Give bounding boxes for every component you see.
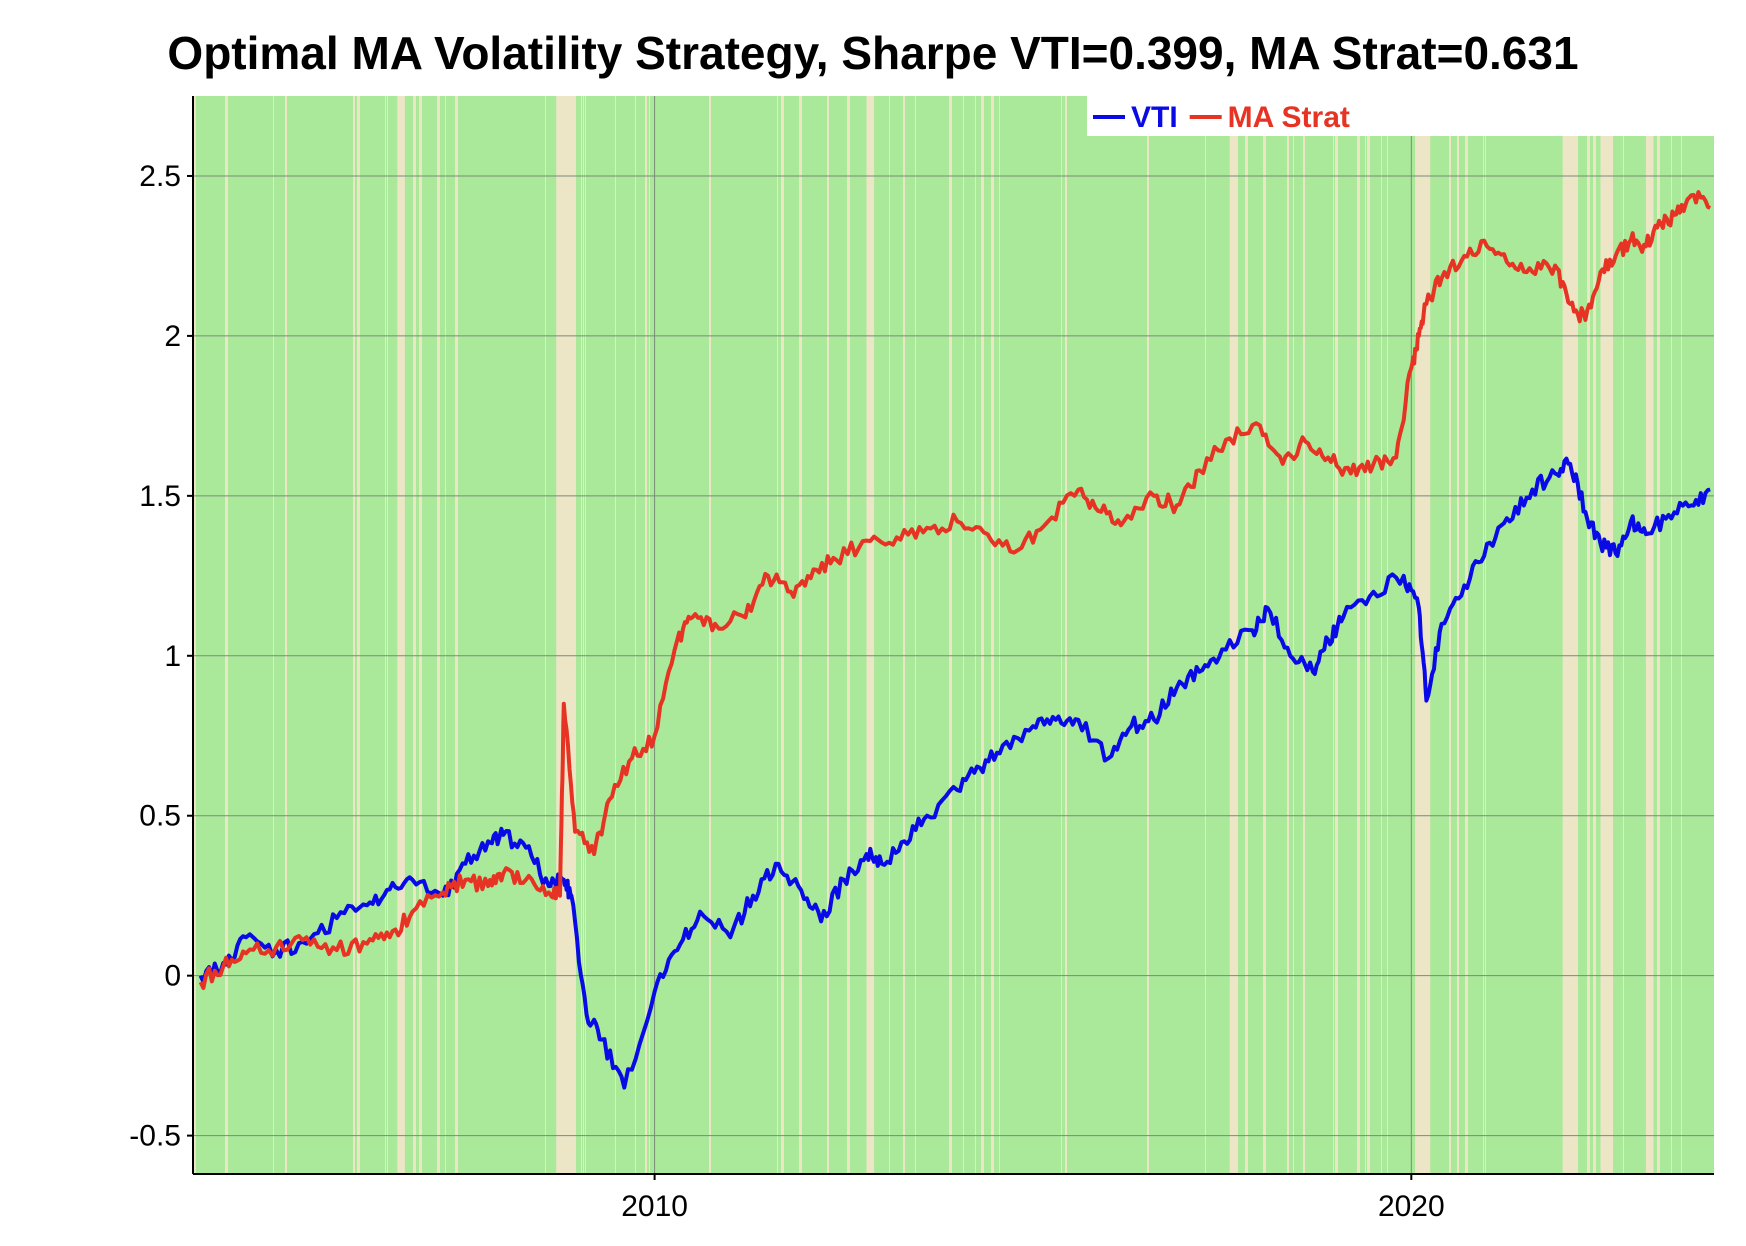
regime-stripe xyxy=(1205,96,1206,1174)
x-tick-label: 2010 xyxy=(621,1190,688,1223)
regime-stripe xyxy=(1587,96,1590,1174)
regime-stripe xyxy=(413,96,416,1174)
regime-stripe xyxy=(1657,96,1660,1174)
regime-band xyxy=(556,96,576,1174)
regime-stripe xyxy=(975,96,976,1174)
regime-stripe xyxy=(1303,96,1305,1174)
chart-title: Optimal MA Volatility Strategy, Sharpe V… xyxy=(167,27,1579,79)
regime-band xyxy=(1645,96,1654,1174)
y-tick-label: 2.5 xyxy=(139,160,181,193)
regime-stripe xyxy=(285,96,287,1174)
regime-stripe xyxy=(1387,96,1388,1174)
plot-background xyxy=(193,96,1714,1174)
vti-series-line xyxy=(198,456,1711,1090)
regime-stripe xyxy=(1061,96,1062,1174)
regime-stripe xyxy=(455,96,458,1174)
regime-stripe xyxy=(387,96,388,1174)
regime-stripe xyxy=(799,96,802,1174)
regime-stripe xyxy=(1593,96,1595,1174)
regime-stripe xyxy=(1483,96,1484,1174)
regime-band xyxy=(1600,96,1612,1174)
regime-stripe xyxy=(1065,96,1067,1174)
regime-stripe xyxy=(781,96,784,1174)
regime-stripe xyxy=(419,96,422,1174)
regime-stripe xyxy=(225,96,228,1174)
regime-stripe xyxy=(963,96,964,1174)
regime-stripe xyxy=(635,96,636,1174)
legend-label-vti: VTI xyxy=(1131,101,1178,134)
x-axis-ticks: 2010 2020 xyxy=(621,1174,1445,1223)
ma-strat-series-line xyxy=(198,190,1712,990)
regime-stripe xyxy=(1611,96,1613,1174)
regime-stripe xyxy=(1293,96,1294,1174)
regime-stripe xyxy=(1595,96,1596,1174)
y-tick-label: 1.5 xyxy=(139,480,181,513)
x-tick-label: 2020 xyxy=(1378,1190,1445,1223)
regime-stripe xyxy=(981,96,984,1174)
regime-stripe xyxy=(193,96,196,1174)
plot-area xyxy=(193,96,1714,1174)
regime-stripe xyxy=(1367,96,1370,1174)
regime-stripe xyxy=(1381,96,1382,1174)
regime-stripe xyxy=(1465,96,1468,1174)
regime-stripe xyxy=(1147,96,1149,1174)
regime-stripe xyxy=(437,96,440,1174)
regime-stripe xyxy=(583,96,584,1174)
regime-stripe xyxy=(1287,96,1289,1174)
regime-stripe xyxy=(1485,96,1486,1174)
regime-stripe xyxy=(1357,96,1360,1174)
regime-stripe xyxy=(615,96,616,1174)
y-tick-label: 1 xyxy=(164,640,181,673)
regime-band xyxy=(1229,96,1238,1174)
regime-stripe xyxy=(581,96,582,1174)
regime-stripe xyxy=(445,96,446,1174)
regime-stripe xyxy=(903,96,905,1174)
regime-stripe xyxy=(585,96,586,1174)
axes xyxy=(192,96,1714,1175)
regime-stripe xyxy=(889,96,890,1174)
regime-bands xyxy=(193,96,1682,1174)
regime-stripe xyxy=(777,96,778,1174)
regime-stripe xyxy=(991,96,994,1174)
regime-stripe xyxy=(1671,96,1672,1174)
legend-box xyxy=(1087,96,1714,136)
regime-stripe xyxy=(1449,96,1451,1174)
legend-label-ma-strat: MA Strat xyxy=(1228,101,1350,134)
y-tick-label: 0 xyxy=(164,960,181,993)
regime-stripe xyxy=(273,96,274,1174)
series-lines xyxy=(198,190,1712,1090)
y-tick-label: -0.5 xyxy=(129,1120,181,1153)
regime-stripe xyxy=(357,96,360,1174)
regime-stripe xyxy=(1263,96,1266,1174)
regime-stripe xyxy=(999,96,1000,1174)
y-axis-ticks: -0.5 0 0.5 1 1.5 2 2.5 xyxy=(129,160,193,1153)
regime-stripe xyxy=(353,96,355,1174)
regime-stripe xyxy=(1245,96,1248,1174)
regime-stripe xyxy=(827,96,829,1174)
regime-stripe xyxy=(1659,96,1660,1174)
regime-stripe xyxy=(915,96,916,1174)
regime-stripe xyxy=(949,96,952,1174)
legend: VTI MA Strat xyxy=(1087,96,1714,136)
regime-stripe xyxy=(1623,96,1624,1174)
y-tick-label: 0.5 xyxy=(139,800,181,833)
regime-stripe xyxy=(649,96,650,1174)
regime-stripe xyxy=(645,96,647,1174)
regime-band xyxy=(866,96,875,1174)
regime-stripe xyxy=(385,96,386,1174)
regime-stripe xyxy=(1365,96,1366,1174)
regime-stripe xyxy=(545,96,546,1174)
regime-stripe xyxy=(847,96,850,1174)
y-tick-label: 2 xyxy=(164,320,181,353)
regime-band xyxy=(1562,96,1578,1174)
regime-stripe xyxy=(1457,96,1459,1174)
regime-stripe xyxy=(709,96,711,1174)
regime-stripe xyxy=(1681,96,1682,1174)
regime-band xyxy=(397,96,405,1174)
